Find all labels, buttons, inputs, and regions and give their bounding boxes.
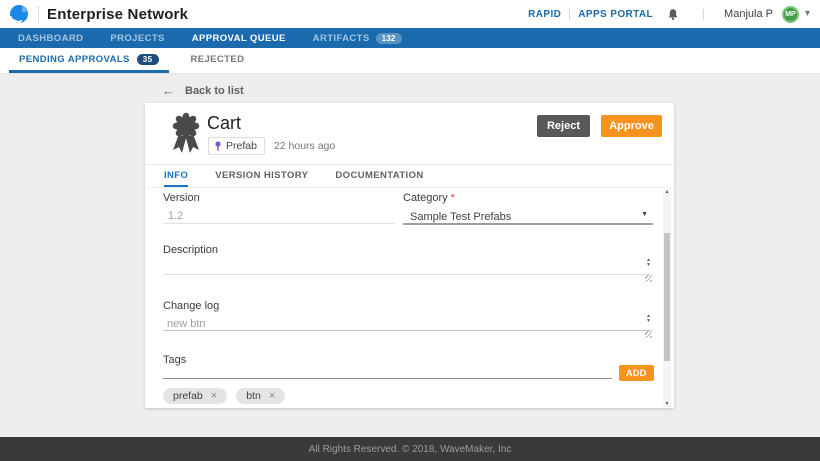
chevron-down-icon: ▾: [804, 8, 810, 19]
sub-nav: PENDING APPROVALS 35 REJECTED: [0, 48, 820, 74]
scrollbar-thumb[interactable]: [664, 233, 670, 361]
artifacts-count-badge: 132: [375, 32, 402, 44]
prefab-ribbon-icon: [167, 112, 205, 161]
wavemaker-logo-icon: [0, 4, 38, 24]
card-header: Cart Prefab 22 hours ago Reject Approve: [145, 103, 674, 165]
nav-item-artifacts[interactable]: ARTIFACTS 132: [312, 32, 402, 44]
tag-label: prefab: [173, 390, 203, 402]
user-divider: [703, 8, 705, 20]
link-divider: [569, 8, 571, 20]
description-textarea[interactable]: ▲ ▼: [163, 257, 652, 282]
prefab-type-icon: [214, 140, 222, 152]
card-tab-bar: INFO VERSION HISTORY DOCUMENTATION: [145, 165, 674, 188]
textarea-scroll-icon: ▲ ▼: [646, 257, 651, 268]
artifact-title: Cart: [207, 113, 242, 133]
resize-handle-icon[interactable]: [645, 275, 652, 282]
user-name: Manjula P: [724, 8, 773, 20]
top-header: Enterprise Network RAPID APPS PORTAL Man…: [0, 0, 820, 28]
nav-item-approval-queue[interactable]: APPROVAL QUEUE: [191, 32, 286, 44]
changelog-value: new btn: [167, 318, 206, 330]
category-value: Sample Test Prefabs: [410, 211, 512, 223]
back-to-list-link[interactable]: ← Back to list: [162, 84, 244, 97]
content-area: ← Back to list Cart: [0, 74, 820, 437]
time-ago: 22 hours ago: [273, 140, 336, 152]
scroll-down-icon[interactable]: ▼: [664, 401, 670, 407]
header-right: RAPID APPS PORTAL Manjula P MP ▾: [528, 5, 820, 23]
tag-label: btn: [246, 390, 261, 402]
tags-input[interactable]: [163, 364, 612, 379]
tag-pill-row: prefab × btn ×: [163, 388, 294, 404]
category-select[interactable]: Category * Sample Test Prefabs ▼: [403, 192, 653, 225]
tab-version-history[interactable]: VERSION HISTORY: [215, 170, 309, 181]
footer: All Rights Reserved. © 2018, WaveMaker, …: [0, 437, 820, 461]
changelog-label: Change log: [163, 300, 220, 312]
tag-pill: prefab ×: [163, 388, 228, 404]
tags-label: Tags: [163, 354, 187, 366]
remove-tag-icon[interactable]: ×: [268, 389, 276, 402]
nav-item-dashboard[interactable]: DASHBOARD: [18, 32, 84, 44]
approval-detail-card: Cart Prefab 22 hours ago Reject Approve: [145, 103, 674, 408]
pending-approvals-label: PENDING APPROVALS: [19, 54, 130, 65]
caret-down-icon: ▼: [641, 211, 648, 218]
version-value: 1.2: [168, 210, 184, 222]
artifact-meta: Prefab 22 hours ago: [208, 137, 335, 155]
apps-portal-link[interactable]: APPS PORTAL: [578, 8, 654, 20]
reject-button[interactable]: Reject: [537, 115, 590, 137]
remove-tag-icon[interactable]: ×: [210, 389, 218, 402]
notifications-bell-icon[interactable]: [667, 8, 679, 21]
nav-item-artifacts-label: ARTIFACTS: [312, 32, 370, 44]
version-label: Version: [163, 192, 200, 204]
back-arrow-icon: ←: [162, 83, 175, 98]
main-nav: DASHBOARD PROJECTS APPROVAL QUEUE ARTIFA…: [0, 28, 820, 48]
app-title: Enterprise Network: [47, 5, 189, 23]
category-label: Category *: [403, 192, 455, 204]
description-value: [163, 262, 167, 274]
textarea-scroll-icon: ▲ ▼: [646, 313, 651, 324]
header-divider: [38, 5, 39, 23]
tag-pill: btn ×: [236, 388, 286, 404]
nav-item-projects[interactable]: PROJECTS: [110, 32, 165, 44]
type-chip: Prefab: [208, 137, 265, 155]
user-avatar: MP: [781, 5, 799, 23]
tab-rejected[interactable]: REJECTED: [190, 54, 245, 65]
back-to-list-label: Back to list: [185, 84, 244, 97]
tab-documentation[interactable]: DOCUMENTATION: [335, 170, 424, 181]
required-asterisk: *: [450, 192, 455, 204]
tab-info[interactable]: INFO: [164, 170, 189, 187]
copyright-text: All Rights Reserved. © 2018, WaveMaker, …: [308, 443, 512, 455]
form-scrollbar[interactable]: ▲ ▼: [663, 189, 671, 407]
description-label: Description: [163, 244, 219, 256]
version-field: Version 1.2: [163, 192, 395, 224]
rapid-link[interactable]: RAPID: [528, 8, 562, 20]
tab-pending-approvals[interactable]: PENDING APPROVALS 35: [9, 54, 169, 73]
add-tag-button[interactable]: ADD: [619, 365, 654, 381]
type-chip-label: Prefab: [226, 140, 257, 152]
pending-count-badge: 35: [136, 54, 159, 65]
user-menu[interactable]: Manjula P MP ▾: [724, 5, 810, 23]
resize-handle-icon[interactable]: [645, 331, 652, 338]
info-form: Version 1.2 Category * Sample Test Prefab…: [145, 188, 674, 408]
changelog-textarea[interactable]: new btn ▲ ▼: [163, 313, 652, 338]
scroll-up-icon[interactable]: ▲: [664, 189, 670, 195]
approve-button[interactable]: Approve: [601, 115, 662, 137]
